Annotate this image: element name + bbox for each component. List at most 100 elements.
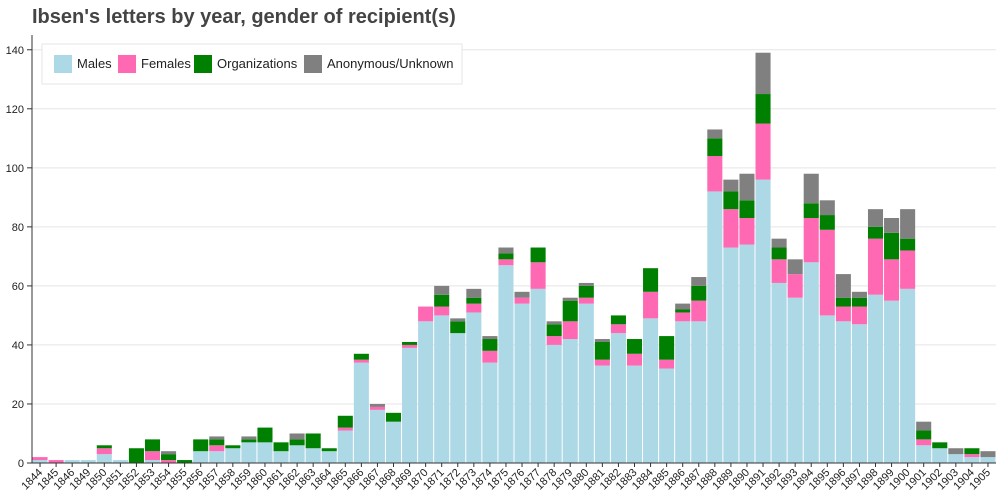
- bar-segment: [514, 291, 530, 298]
- bar-segment: [257, 427, 273, 443]
- legend-swatch: [304, 55, 322, 73]
- bar-segment: [418, 321, 434, 463]
- bar-segment: [916, 421, 932, 431]
- bar-segment: [884, 259, 900, 301]
- bar-segment: [739, 218, 755, 245]
- bar-segment: [755, 123, 771, 180]
- bar-segment: [482, 336, 498, 340]
- bar-segment: [851, 297, 867, 307]
- bar-segment: [867, 294, 884, 463]
- bar-segment: [787, 274, 803, 298]
- bar-segment: [755, 52, 771, 95]
- bar-segment: [900, 238, 916, 251]
- bar-segment: [193, 451, 209, 463]
- bar-segment: [402, 344, 418, 348]
- y-tick-label: 60: [12, 281, 24, 293]
- bar-segment: [434, 306, 450, 316]
- bar-segment: [964, 448, 980, 455]
- bar-segment: [321, 448, 337, 452]
- bar-segment: [402, 347, 418, 463]
- bar-segment: [578, 297, 594, 304]
- bar-segment: [466, 288, 482, 298]
- bar-segment: [337, 427, 353, 431]
- bar-segment: [161, 451, 177, 455]
- bar-segment: [948, 454, 964, 463]
- bar-segment: [209, 436, 225, 440]
- bar-segment: [450, 321, 466, 334]
- bar-segment: [578, 285, 594, 298]
- bar-segment: [867, 238, 884, 295]
- bar-segment: [964, 454, 980, 458]
- bar-segment: [851, 306, 867, 325]
- bar-segment: [353, 362, 369, 463]
- bar-segment: [884, 300, 900, 463]
- bar-segment: [691, 285, 707, 301]
- bar-segment: [723, 191, 739, 210]
- bar-segment: [691, 321, 707, 463]
- bar-segment: [337, 415, 353, 428]
- legend-swatch: [54, 55, 72, 73]
- bar-segment: [819, 215, 835, 230]
- legend-swatch: [118, 55, 136, 73]
- bar-segment: [948, 448, 964, 455]
- bar-segment: [514, 303, 530, 463]
- bar-segment: [369, 406, 385, 410]
- bar-segment: [434, 285, 450, 295]
- bar-segment: [305, 448, 321, 463]
- bar-segment: [225, 445, 241, 449]
- bar-segment: [771, 247, 787, 260]
- bar-segment: [161, 454, 177, 461]
- bar-segment: [610, 324, 626, 334]
- bar-segment: [610, 315, 626, 325]
- bar-segment: [144, 460, 161, 463]
- bar-segment: [884, 232, 900, 260]
- bar-segment: [594, 359, 610, 366]
- bar-segment: [64, 460, 80, 463]
- bar-segment: [144, 439, 161, 452]
- bar-segment: [546, 321, 562, 325]
- y-tick-label: 140: [6, 45, 24, 57]
- bar-segment: [96, 454, 112, 463]
- axes: [31, 35, 996, 464]
- bar-segment: [771, 259, 787, 283]
- bar-segment: [659, 368, 675, 463]
- bar-segment: [161, 460, 177, 463]
- bar-segment: [819, 200, 835, 216]
- bar-segment: [402, 341, 418, 345]
- bar-segment: [723, 247, 739, 463]
- bar-segment: [819, 229, 835, 316]
- bar-segment: [723, 179, 739, 192]
- bar-segment: [755, 179, 771, 464]
- bar-segment: [594, 365, 610, 463]
- bar-segment: [562, 339, 578, 463]
- bar-segment: [48, 460, 64, 463]
- bar-segment: [369, 403, 385, 407]
- bar-segment: [835, 274, 851, 298]
- bar-segment: [321, 451, 337, 463]
- bar-segment: [530, 288, 546, 463]
- bar-segment: [900, 250, 916, 289]
- bar-segment: [787, 297, 803, 463]
- bar-segment: [916, 445, 932, 463]
- bar-segment: [530, 247, 546, 263]
- y-tick-label: 40: [12, 340, 24, 352]
- bar-segment: [932, 448, 948, 463]
- bar-segment: [273, 442, 289, 452]
- bar-segment: [707, 138, 723, 157]
- bar-segment: [177, 460, 193, 463]
- bar-segment: [32, 460, 48, 463]
- bar-segment: [482, 350, 498, 363]
- bar-segment: [562, 300, 578, 322]
- legend-swatch: [194, 55, 212, 73]
- legend-label: Organizations: [217, 56, 298, 71]
- bar-segment: [482, 339, 498, 351]
- bar-segment: [626, 353, 643, 366]
- bar-segment: [659, 336, 675, 360]
- bar-segment: [771, 282, 787, 463]
- bar-segment: [209, 439, 225, 446]
- bar-segment: [626, 339, 643, 354]
- bar-segment: [675, 309, 691, 313]
- bar-segment: [209, 445, 225, 452]
- bar-segment: [675, 303, 691, 310]
